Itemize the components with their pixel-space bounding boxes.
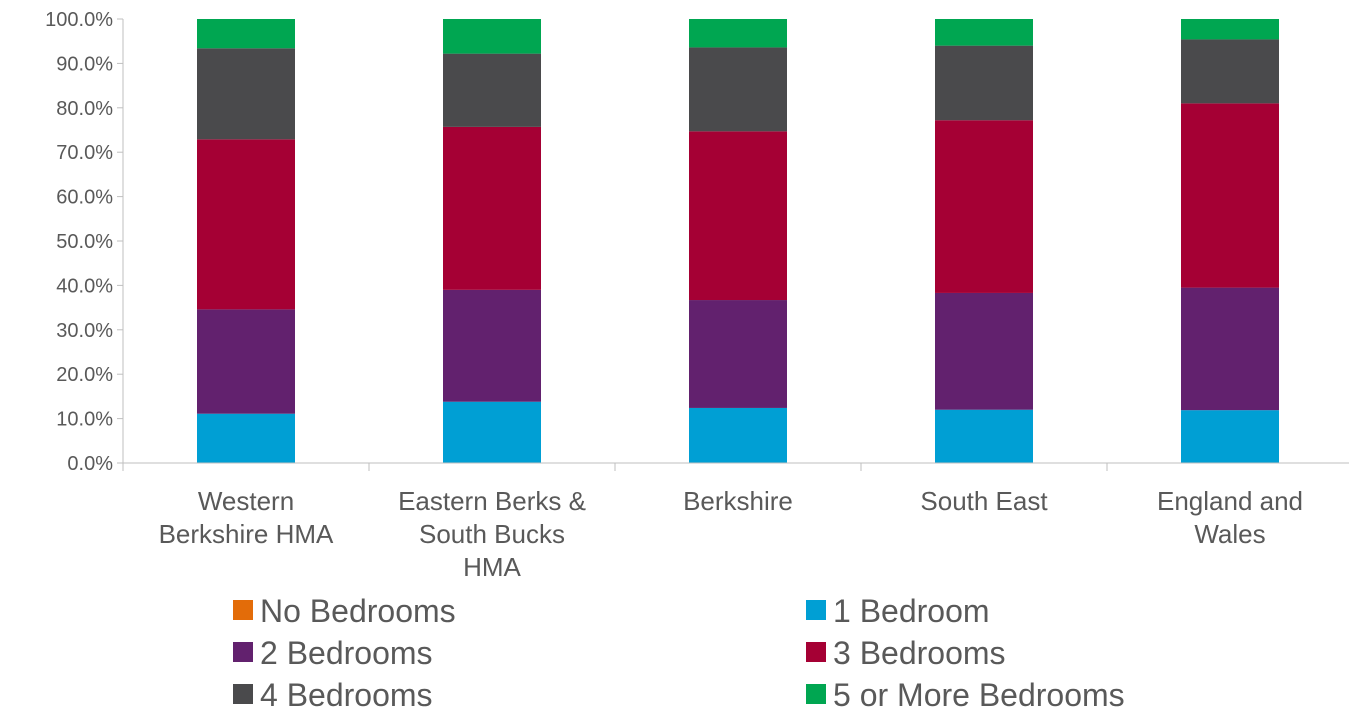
bar-segment	[443, 126, 541, 290]
bar-segment	[935, 120, 1033, 293]
legend: No Bedrooms 1 Bedroom 2 Bedrooms 3 Bedrooms…	[233, 593, 1125, 708]
bar-segment	[443, 19, 541, 54]
bar-segment	[689, 407, 787, 463]
legend-swatch	[806, 642, 826, 662]
legend-item: 5 or More Bedrooms	[806, 677, 1125, 708]
x-category-label: Western Berkshire HMA	[159, 486, 334, 549]
y-tick-label: 60.0%	[56, 187, 113, 209]
bar-segment	[935, 19, 1033, 46]
bar-segment	[197, 48, 295, 140]
bars	[197, 19, 1279, 463]
x-category-label: England and Wales	[1157, 486, 1303, 549]
x-category-label: South East	[920, 486, 1048, 516]
x-category-label: Eastern Berks & South Bucks HMA	[398, 486, 586, 582]
x-category-label-line: Berkshire HMA	[159, 519, 334, 549]
legend-label: No Bedrooms	[260, 593, 456, 629]
x-category-label: Berkshire	[683, 486, 793, 516]
legend-swatch	[233, 600, 253, 620]
bar-segment	[443, 53, 541, 127]
y-tick-label: 100.0%	[45, 9, 113, 31]
bar-segment	[1181, 410, 1279, 463]
bar-segment	[197, 309, 295, 414]
x-category-label-line: Western	[198, 486, 294, 516]
legend-label: 3 Bedrooms	[833, 635, 1006, 671]
y-tick-label: 90.0%	[56, 53, 113, 75]
x-category-label-line: England and	[1157, 486, 1303, 516]
x-category-label-line: HMA	[463, 552, 521, 582]
legend-swatch	[233, 684, 253, 704]
bar-segment	[689, 300, 787, 408]
legend-label: 1 Bedroom	[833, 593, 990, 629]
bar-segment	[1181, 103, 1279, 288]
legend-label: 2 Bedrooms	[260, 635, 433, 671]
y-axis: 0.0% 10.0% 20.0% 30.0% 40.0% 50.0% 60.0% 70.0% 8…	[45, 9, 124, 475]
bar-segment	[1181, 39, 1279, 104]
legend-item: No Bedrooms	[233, 593, 456, 629]
bar-segment	[935, 409, 1033, 463]
x-category-label-line: Wales	[1194, 519, 1265, 549]
x-category-label-line: Eastern Berks &	[398, 486, 586, 516]
bar-segment	[1181, 19, 1279, 40]
legend-label: 4 Bedrooms	[260, 677, 433, 708]
bar-segment	[935, 292, 1033, 410]
legend-item: 4 Bedrooms	[233, 677, 433, 708]
legend-item: 1 Bedroom	[806, 593, 990, 629]
y-tick-label: 0.0%	[67, 453, 113, 475]
bar-segment	[197, 19, 295, 49]
y-tick-label: 10.0%	[56, 409, 113, 431]
bar-segment	[197, 413, 295, 463]
bar-segment	[935, 45, 1033, 121]
bar-segment	[689, 19, 787, 48]
legend-item: 2 Bedrooms	[233, 635, 433, 671]
bar-segment	[443, 289, 541, 402]
legend-swatch	[806, 684, 826, 704]
y-tick-label: 30.0%	[56, 320, 113, 342]
y-tick-label: 50.0%	[56, 231, 113, 253]
legend-label: 5 or More Bedrooms	[833, 677, 1125, 708]
y-tick-label: 80.0%	[56, 98, 113, 120]
bar-segment	[689, 47, 787, 132]
bar-segment	[443, 401, 541, 463]
y-tick-label: 70.0%	[56, 142, 113, 164]
bar-segment	[1181, 287, 1279, 411]
legend-item: 3 Bedrooms	[806, 635, 1006, 671]
y-tick-label: 40.0%	[56, 275, 113, 297]
bar-segment	[197, 139, 295, 310]
legend-swatch	[806, 600, 826, 620]
x-category-label-line: Berkshire	[683, 486, 793, 516]
legend-swatch	[233, 642, 253, 662]
x-category-label-line: South East	[920, 486, 1048, 516]
x-category-label-line: South Bucks	[419, 519, 565, 549]
bar-segment	[689, 131, 787, 301]
y-tick-label: 20.0%	[56, 364, 113, 386]
